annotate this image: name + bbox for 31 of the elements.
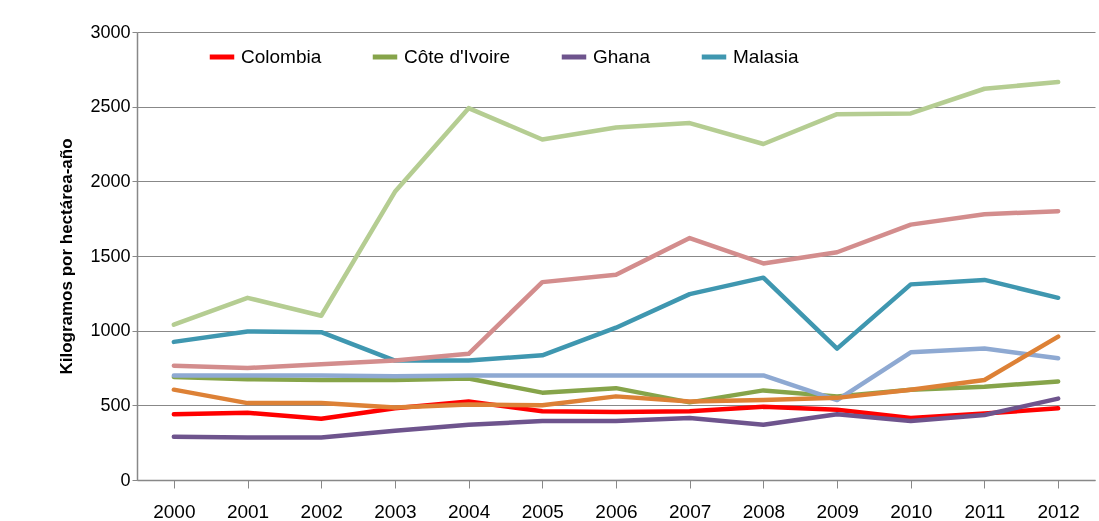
y-tick-label: 2500: [90, 96, 131, 117]
x-tick-label: 2011: [964, 500, 1006, 521]
y-tick-label: 3000: [90, 21, 131, 42]
line-series: [171, 396, 1061, 440]
legend-label: Colombia: [241, 46, 322, 67]
line-series: [171, 275, 1061, 363]
line-series: [171, 79, 1061, 327]
y-tick-label: 1500: [90, 245, 131, 266]
x-tick-label: 2010: [890, 500, 933, 521]
y-tick-label: 500: [100, 394, 131, 415]
x-tick-label: 2007: [669, 500, 712, 521]
line-series: [171, 346, 1061, 403]
x-tick-label: 2001: [226, 500, 270, 521]
legend-label: Ghana: [593, 46, 651, 67]
legend-label: Côte d'Ivoire: [404, 46, 511, 67]
y-tick-label: 0: [120, 469, 131, 490]
legend-label: Malasia: [733, 46, 799, 67]
y-tick-label: 1000: [90, 320, 131, 341]
x-tick-label: 2004: [447, 500, 491, 521]
x-tick-label: 2012: [1037, 500, 1080, 521]
x-tick-label: 2008: [742, 500, 786, 521]
x-tick-label: 2003: [374, 500, 417, 521]
line-series: [171, 208, 1061, 371]
x-tick-label: 2000: [153, 500, 196, 521]
x-tick-label: 2002: [300, 500, 343, 521]
x-tick-label: 2006: [595, 500, 638, 521]
line-series: [171, 334, 1061, 410]
x-tick-label: 2005: [521, 500, 564, 521]
y-axis-title: Kilogramos por hectárea-año: [57, 138, 77, 375]
x-tick-label: 2009: [816, 500, 859, 521]
y-tick-label: 2000: [90, 170, 131, 191]
